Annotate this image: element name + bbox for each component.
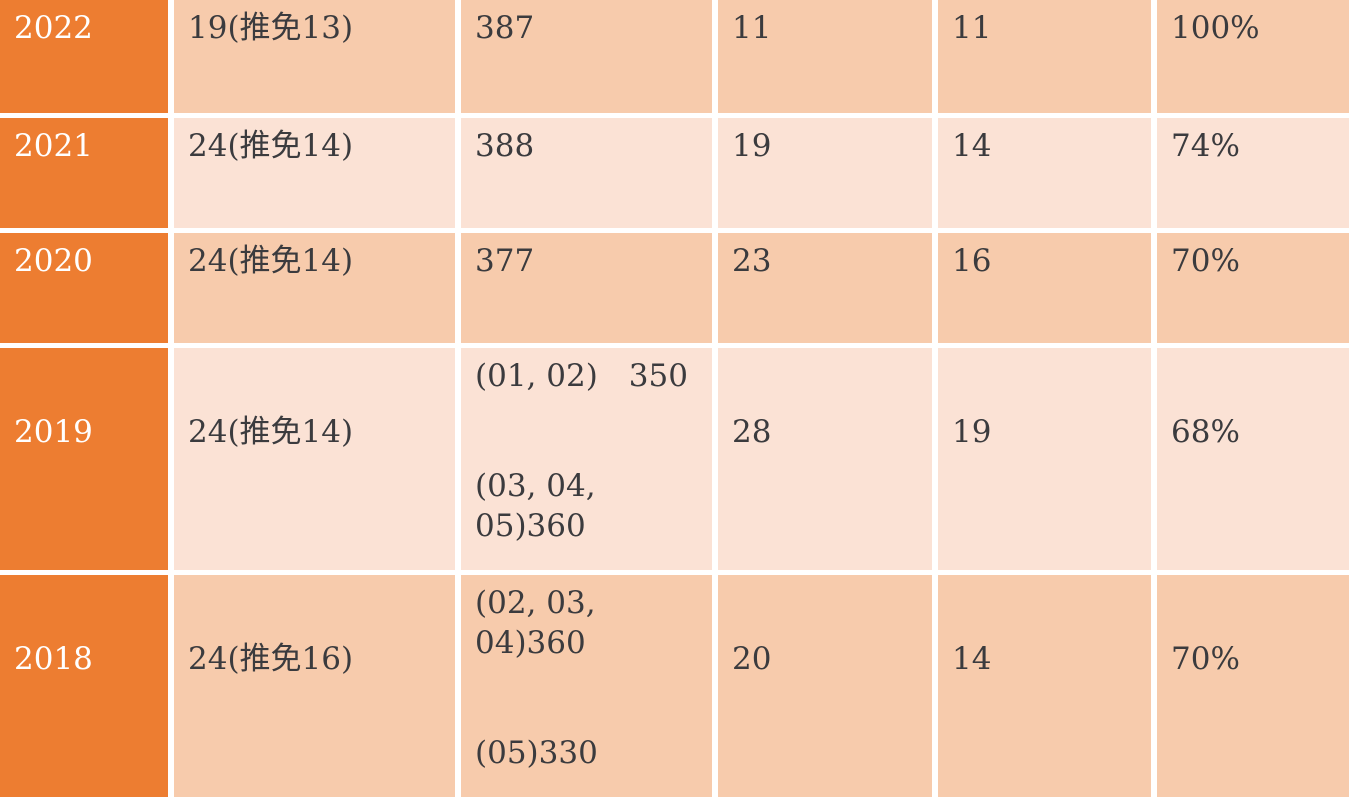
- value-cell: 14: [938, 118, 1151, 228]
- quota-cell: 19(推免13): [174, 0, 455, 113]
- value-cell: 19: [718, 118, 932, 228]
- score-line: (01, 02) 350: [475, 358, 688, 394]
- rate-cell: 70%: [1157, 575, 1349, 797]
- rate-cell: 70%: [1157, 233, 1349, 343]
- rate-cell: 68%: [1157, 348, 1349, 570]
- score-cell: 387: [461, 0, 712, 113]
- score-cell: 388: [461, 118, 712, 228]
- year-cell: 2021: [0, 118, 168, 228]
- year-cell: 2020: [0, 233, 168, 343]
- value-cell: 11: [718, 0, 932, 113]
- rate-cell: 74%: [1157, 118, 1349, 228]
- value-cell: 11: [938, 0, 1151, 113]
- score-line: (03, 04, 05)360: [475, 468, 596, 544]
- rate-cell: 100%: [1157, 0, 1349, 113]
- value-cell: 23: [718, 233, 932, 343]
- score-cell: (02, 03, 04)360 (05)330: [461, 575, 712, 797]
- score-cell: 377: [461, 233, 712, 343]
- score-line: (05)330: [475, 735, 598, 771]
- value-cell: 14: [938, 575, 1151, 797]
- quota-cell: 24(推免14): [174, 233, 455, 343]
- value-cell: 16: [938, 233, 1151, 343]
- value-cell: 20: [718, 575, 932, 797]
- score-line: (02, 03, 04)360: [475, 585, 596, 661]
- year-cell: 2019: [0, 348, 168, 570]
- quota-cell: 24(推免16): [174, 575, 455, 797]
- year-cell: 2018: [0, 575, 168, 797]
- quota-cell: 24(推免14): [174, 118, 455, 228]
- quota-cell: 24(推免14): [174, 348, 455, 570]
- value-cell: 19: [938, 348, 1151, 570]
- year-cell: 2022: [0, 0, 168, 113]
- score-cell: (01, 02) 350 (03, 04, 05)360: [461, 348, 712, 570]
- value-cell: 28: [718, 348, 932, 570]
